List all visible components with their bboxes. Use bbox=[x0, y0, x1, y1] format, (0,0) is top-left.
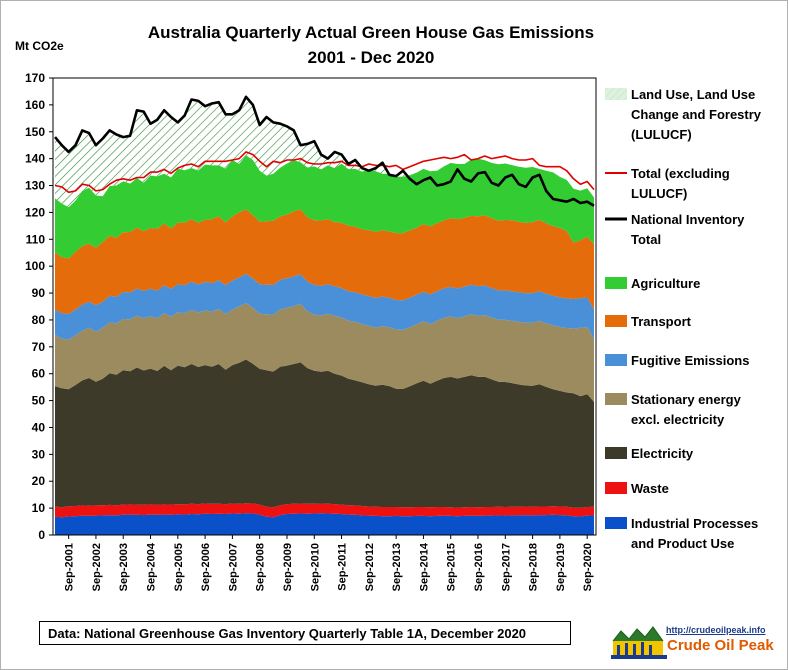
legend-swatch-area bbox=[605, 447, 627, 459]
x-tick-label: Sep-2001 bbox=[64, 543, 76, 591]
y-tick-label: 20 bbox=[32, 474, 46, 488]
y-tick-label: 60 bbox=[32, 367, 46, 381]
legend-swatch-area bbox=[605, 354, 627, 366]
x-tick-label: Sep-2019 bbox=[555, 543, 567, 591]
x-tick-label: Sep-2009 bbox=[282, 543, 294, 591]
legend-label: Total bbox=[631, 232, 661, 247]
oil-rig-icon bbox=[611, 626, 667, 659]
legend-swatch-area bbox=[605, 277, 627, 289]
x-axis: Sep-2001 Sep-2002 Sep-2003 Sep-2004 Sep-2005… bbox=[64, 535, 594, 591]
x-tick-label: Sep-2015 bbox=[446, 543, 458, 591]
legend-label: (LULUCF) bbox=[631, 127, 692, 142]
y-tick-label: 170 bbox=[25, 71, 45, 85]
y-axis-label: Mt CO2e bbox=[15, 39, 64, 53]
crude-oil-peak-logo bbox=[611, 621, 781, 661]
legend-label: LULUCF) bbox=[631, 186, 687, 201]
legend-item-industrial-processes-and-product-use: Industrial Processes and Product Use bbox=[605, 516, 758, 551]
x-tick-label: Sep-2014 bbox=[418, 542, 430, 591]
x-tick-label: Sep-2013 bbox=[391, 543, 403, 591]
legend-label: excl. electricity bbox=[631, 412, 725, 427]
legend-label: Industrial Processes bbox=[631, 516, 758, 531]
logo-name: Crude Oil Peak bbox=[667, 637, 774, 654]
legend-label: Stationary energy bbox=[631, 392, 742, 407]
area-agriculture bbox=[55, 155, 594, 259]
x-tick-label: Sep-2010 bbox=[309, 543, 321, 591]
line-national-inventory-total bbox=[54, 95, 595, 207]
x-tick-label: Sep-2002 bbox=[91, 543, 103, 591]
area-transport bbox=[55, 209, 594, 314]
x-tick-label: Sep-2020 bbox=[582, 543, 594, 591]
legend-item-transport: Transport bbox=[605, 314, 692, 329]
x-tick-label: Sep-2016 bbox=[473, 543, 485, 591]
line-total-excluding-lulucf bbox=[54, 151, 595, 194]
logo-url[interactable]: http://crudeoilpeak.info bbox=[666, 625, 766, 635]
legend-label: National Inventory bbox=[631, 212, 745, 227]
legend-label: Total (excluding bbox=[631, 166, 730, 181]
y-tick-label: 30 bbox=[32, 447, 46, 461]
x-tick-label: Sep-2008 bbox=[255, 543, 267, 591]
y-tick-label: 110 bbox=[26, 232, 46, 246]
y-tick-label: 40 bbox=[32, 420, 46, 434]
y-tick-label: 100 bbox=[25, 259, 45, 273]
legend-swatch-area bbox=[605, 482, 627, 494]
chart-title-line2: 2001 - Dec 2020 bbox=[307, 48, 435, 67]
lulucf-hatch-area bbox=[55, 96, 594, 208]
y-tick-label: 50 bbox=[32, 394, 46, 408]
legend: Land Use, Land Use Change and Forestry (LU… bbox=[605, 87, 762, 551]
x-tick-label: Sep-2007 bbox=[227, 543, 239, 591]
x-tick-label: Sep-2003 bbox=[118, 543, 130, 591]
y-tick-label: 90 bbox=[32, 286, 46, 300]
y-tick-label: 120 bbox=[25, 205, 45, 219]
legend-label: Land Use, Land Use bbox=[631, 87, 755, 102]
legend-label: Transport bbox=[631, 314, 692, 329]
x-tick-label: Sep-2005 bbox=[173, 543, 185, 591]
area-fugitive-emissions bbox=[55, 273, 594, 340]
area-electricity bbox=[55, 359, 594, 508]
legend-item-fugitive-emissions: Fugitive Emissions bbox=[605, 353, 749, 368]
area-industrial-processes-and-product-use bbox=[55, 513, 594, 535]
x-tick-label: Sep-2004 bbox=[146, 542, 158, 591]
legend-item-electricity: Electricity bbox=[605, 446, 694, 461]
legend-label: Waste bbox=[631, 481, 669, 496]
y-tick-label: 10 bbox=[32, 501, 46, 515]
legend-swatch-area bbox=[605, 315, 627, 327]
y-tick-label: 80 bbox=[32, 313, 46, 327]
legend-label: Fugitive Emissions bbox=[631, 353, 749, 368]
y-tick-label: 150 bbox=[25, 125, 45, 139]
x-tick-label: Sep-2018 bbox=[528, 543, 540, 591]
x-tick-label: Sep-2011 bbox=[337, 543, 349, 591]
legend-label: Electricity bbox=[631, 446, 694, 461]
legend-swatch-area bbox=[605, 517, 627, 529]
legend-item-national-inventory-total: National Inventory Total bbox=[605, 212, 745, 247]
y-tick-label: 140 bbox=[25, 152, 45, 166]
y-axis: 0 10 20 30 40 50 60 70 80 90 100 110 120 130 140 150 160… bbox=[25, 71, 53, 542]
legend-item-land-use-land-use-change-and-forestry-lulucf: Land Use, Land Use Change and Forestry (LU… bbox=[605, 87, 762, 142]
legend-item-stationary-energy-excl-electricity: Stationary energy excl. electricity bbox=[605, 392, 742, 427]
x-tick-label: Sep-2006 bbox=[200, 543, 212, 591]
legend-item-total-excluding-lulucf: Total (excluding LULUCF) bbox=[605, 166, 730, 201]
y-tick-label: 160 bbox=[25, 98, 45, 112]
plot-area bbox=[52, 77, 597, 536]
legend-item-waste: Waste bbox=[605, 481, 669, 496]
y-tick-label: 0 bbox=[38, 528, 45, 542]
y-tick-label: 130 bbox=[25, 179, 45, 193]
area-stationary-energy-excl-electricity bbox=[55, 303, 594, 402]
plot-border bbox=[52, 77, 597, 536]
legend-label: Agriculture bbox=[631, 276, 700, 291]
legend-label: and Product Use bbox=[631, 536, 734, 551]
x-tick-label: Sep-2017 bbox=[500, 543, 512, 591]
legend-swatch-area bbox=[605, 393, 627, 405]
y-tick-label: 70 bbox=[32, 340, 46, 354]
source-note: Data: National Greenhouse Gas Inventory … bbox=[39, 621, 571, 645]
chart-title-line1: Australia Quarterly Actual Green House G… bbox=[147, 23, 595, 42]
legend-label: Change and Forestry bbox=[631, 107, 762, 122]
legend-swatch-hatch bbox=[605, 88, 627, 100]
area-waste bbox=[55, 503, 594, 518]
x-tick-label: Sep-2012 bbox=[364, 543, 376, 591]
legend-item-agriculture: Agriculture bbox=[605, 276, 700, 291]
